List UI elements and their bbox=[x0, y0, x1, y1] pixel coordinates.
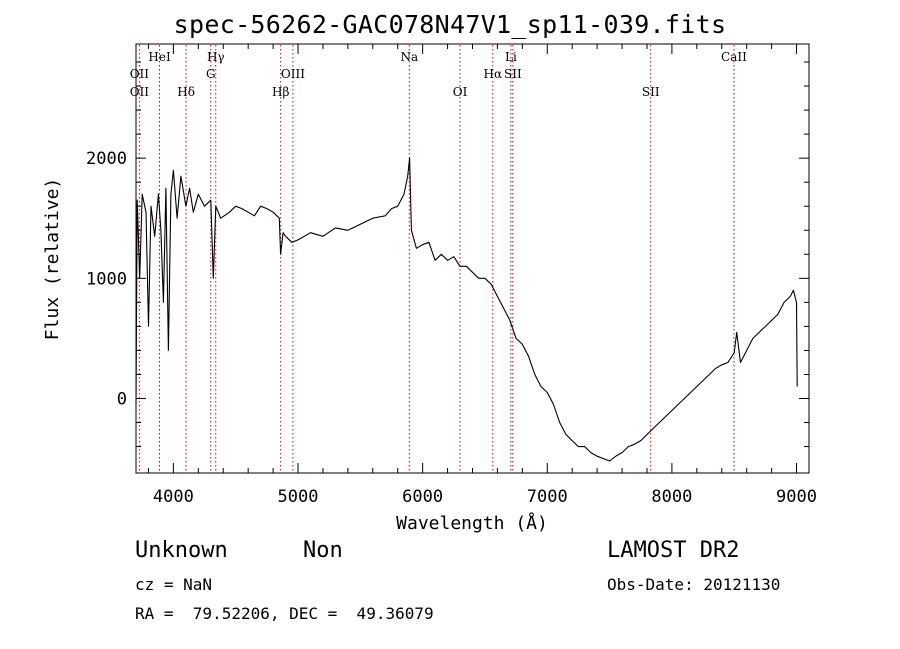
line-marker-label: OII bbox=[130, 67, 150, 81]
x-tick-label: 6000 bbox=[402, 487, 443, 507]
x-tick-label: 4000 bbox=[153, 487, 194, 507]
line-marker-label: OIII bbox=[281, 67, 305, 81]
coordinates: RA = 79.52206, DEC = 49.36079 bbox=[135, 604, 434, 623]
y-tick-label: 2000 bbox=[86, 149, 127, 169]
line-marker-label: Hγ bbox=[207, 50, 225, 64]
object-subclass: Non bbox=[303, 538, 343, 563]
line-marker-label: Hδ bbox=[177, 85, 195, 99]
x-axis-label: Wavelength (Å) bbox=[396, 512, 548, 534]
line-marker-label: SII bbox=[504, 67, 522, 81]
line-marker-label: HeI bbox=[148, 50, 171, 64]
survey-name: LAMOST DR2 bbox=[607, 538, 740, 563]
object-class: Unknown bbox=[135, 538, 228, 563]
observation-date: Obs-Date: 20121130 bbox=[607, 575, 781, 594]
line-marker-label: SII bbox=[642, 85, 660, 99]
y-axis-label: Flux (relative) bbox=[42, 178, 63, 341]
x-tick-label: 7000 bbox=[527, 487, 568, 507]
line-marker-label: Hβ bbox=[272, 85, 289, 99]
line-marker-label: Na bbox=[400, 50, 418, 64]
redshift-cz: cz = NaN bbox=[135, 575, 213, 594]
y-tick-label: 0 bbox=[117, 389, 127, 409]
line-marker-label: G bbox=[206, 67, 216, 81]
line-marker-label: OII bbox=[130, 85, 150, 99]
x-axis-ticks: 4000 5000 6000 7000 8000 9000 bbox=[147, 44, 817, 507]
line-marker-label: OI bbox=[453, 85, 468, 99]
line-marker-label: Hα bbox=[484, 67, 503, 81]
plot-frame bbox=[135, 43, 810, 474]
chart-title: spec-56262-GAC078N47V1_sp11-039.fits bbox=[173, 10, 727, 39]
x-tick-label: 9000 bbox=[776, 487, 817, 507]
line-marker-label: Li bbox=[505, 50, 517, 64]
x-tick-label: 5000 bbox=[278, 487, 319, 507]
y-axis-ticks: 0 1000 2000 bbox=[86, 61, 809, 448]
line-marker-label: CaII bbox=[721, 50, 747, 64]
x-tick-label: 8000 bbox=[651, 487, 692, 507]
spectrum-line bbox=[135, 157, 798, 462]
y-tick-label: 1000 bbox=[86, 269, 127, 289]
